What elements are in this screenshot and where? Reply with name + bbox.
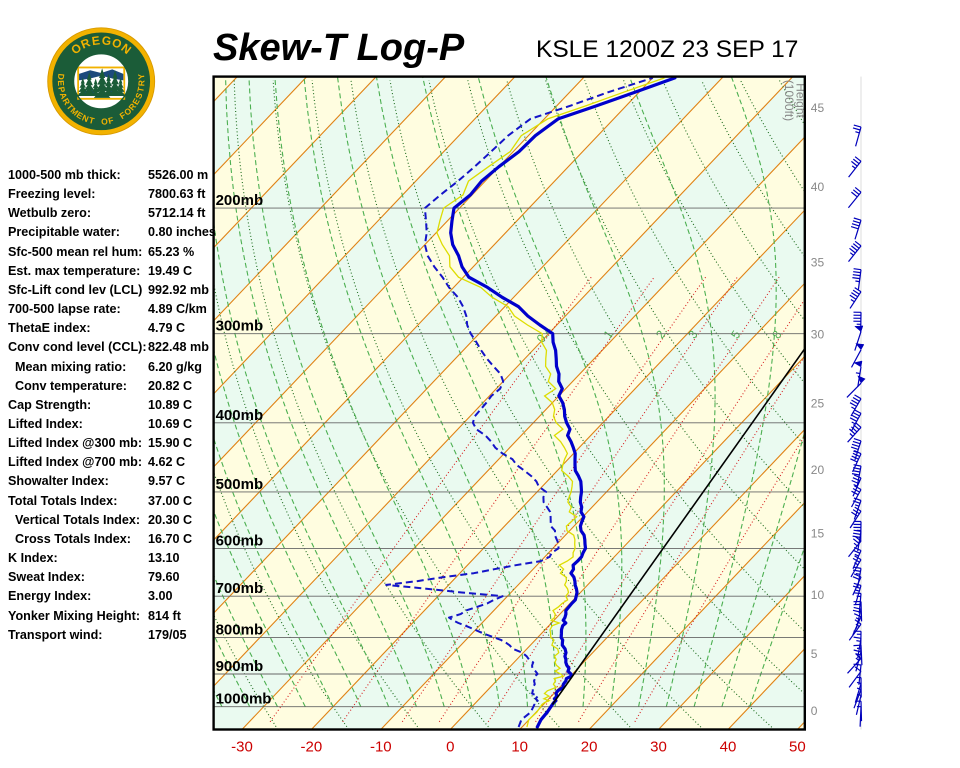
svg-text:0: 0 [811, 704, 818, 718]
svg-text:15: 15 [811, 527, 825, 541]
svg-text:-10: -10 [370, 739, 392, 756]
svg-text:400mb: 400mb [216, 407, 264, 424]
svg-text:900mb: 900mb [216, 658, 264, 675]
svg-text:40: 40 [811, 180, 825, 194]
svg-text:500mb: 500mb [216, 476, 264, 493]
svg-text:30: 30 [650, 739, 667, 756]
svg-text:35: 35 [811, 256, 825, 270]
svg-text:1000mb: 1000mb [216, 691, 272, 708]
svg-text:600mb: 600mb [216, 532, 264, 549]
svg-text:40: 40 [720, 739, 737, 756]
svg-text:10: 10 [511, 739, 528, 756]
svg-text:(1000ft): (1000ft) [782, 80, 796, 121]
svg-text:10: 10 [811, 588, 825, 602]
svg-text:20: 20 [581, 739, 598, 756]
svg-text:50: 50 [789, 739, 806, 756]
svg-text:700mb: 700mb [216, 580, 264, 597]
svg-text:0: 0 [446, 739, 454, 756]
svg-text:30: 30 [811, 328, 825, 342]
svg-text:25: 25 [811, 397, 825, 411]
svg-text:-20: -20 [301, 739, 323, 756]
svg-text:200mb: 200mb [216, 192, 264, 209]
svg-text:5: 5 [811, 647, 818, 661]
svg-text:800mb: 800mb [216, 622, 264, 639]
svg-text:45: 45 [811, 101, 825, 115]
svg-text:-30: -30 [231, 739, 253, 756]
svg-text:300mb: 300mb [216, 318, 264, 335]
svg-text:20: 20 [811, 463, 825, 477]
